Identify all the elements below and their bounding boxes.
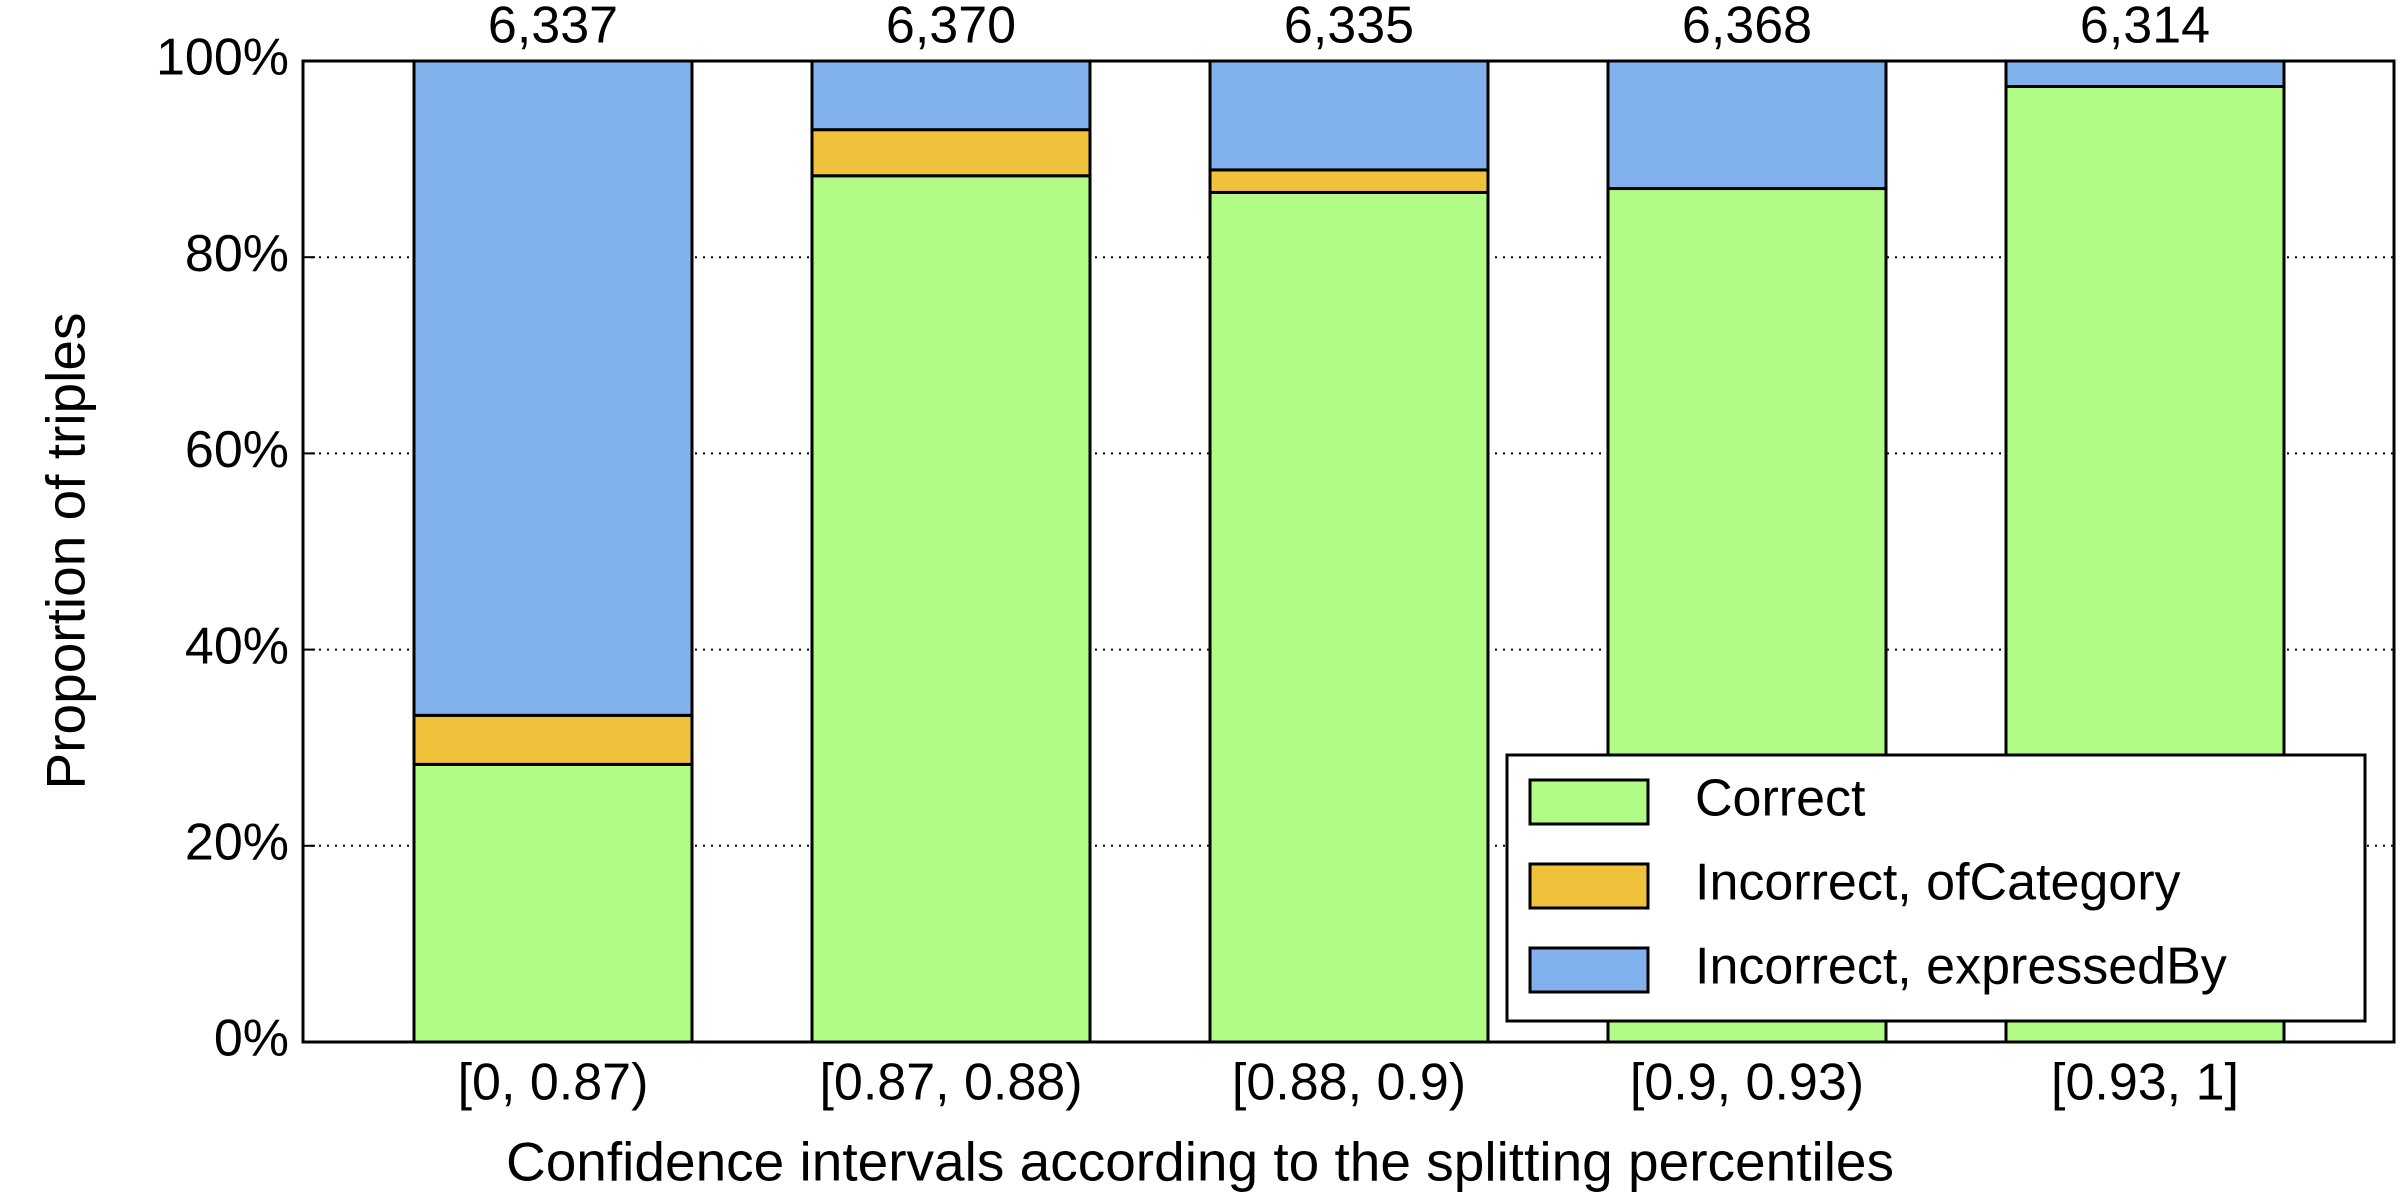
x-tick-label: [0.93, 1] [2051,1054,2239,1112]
bar-total-label: 6,337 [488,0,618,55]
y-tick-label: 60% [185,421,289,479]
legend-swatch [1528,778,1650,826]
bar-segment [412,59,694,717]
legend-box [1505,753,2367,1023]
y-axis-label: Proportion of triples [35,313,97,790]
bar-total-label: 6,335 [1284,0,1414,55]
bar-total-label: 6,370 [886,0,1016,55]
y-tick-label: 100% [156,29,289,87]
legend-label: Correct [1695,770,1866,828]
bar-segment [1208,168,1490,194]
plot-frame [301,59,2396,1044]
bar-segment [810,128,1092,178]
y-tick-label: 20% [185,814,289,872]
y-tick-label: 0% [214,1010,289,1068]
bar-segment [1208,190,1490,1044]
x-tick-label: [0.87, 0.88) [819,1054,1082,1112]
x-tick-label: [0, 0.87) [458,1054,649,1112]
y-tick-label: 40% [185,617,289,675]
legend-swatch [1528,946,1650,994]
bar-segment [412,713,694,766]
legend-label: Incorrect, ofCategory [1695,854,2181,912]
bar-segment [1606,59,1888,191]
bar-segment [412,762,694,1044]
bar-total-label: 6,314 [2080,0,2210,55]
bar-total-label: 6,368 [1682,0,1812,55]
bar-segment [1208,59,1490,172]
y-tick-label: 80% [185,225,289,283]
bar-segment [810,174,1092,1044]
bar-segment [810,59,1092,132]
x-tick-label: [0.9, 0.93) [1630,1054,1864,1112]
bar-segment [2004,59,2286,89]
x-tick-label: [0.88, 0.9) [1232,1054,1466,1112]
legend-label: Incorrect, expressedBy [1695,938,2227,996]
x-axis-label: Confidence intervals according to the sp… [506,1131,1894,1193]
legend-swatch [1528,862,1650,910]
